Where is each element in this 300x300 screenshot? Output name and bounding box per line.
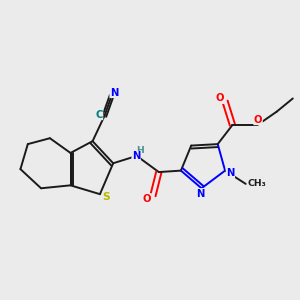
Text: N: N <box>132 152 140 161</box>
Text: O: O <box>143 194 151 204</box>
Text: N: N <box>110 88 118 98</box>
Text: S: S <box>103 191 110 202</box>
Text: H: H <box>136 146 144 155</box>
Text: CH₃: CH₃ <box>248 179 266 188</box>
Text: N: N <box>196 189 204 199</box>
Text: C: C <box>95 110 103 120</box>
Text: O: O <box>254 115 262 125</box>
Text: O: O <box>215 94 224 103</box>
Text: N: N <box>226 168 235 178</box>
